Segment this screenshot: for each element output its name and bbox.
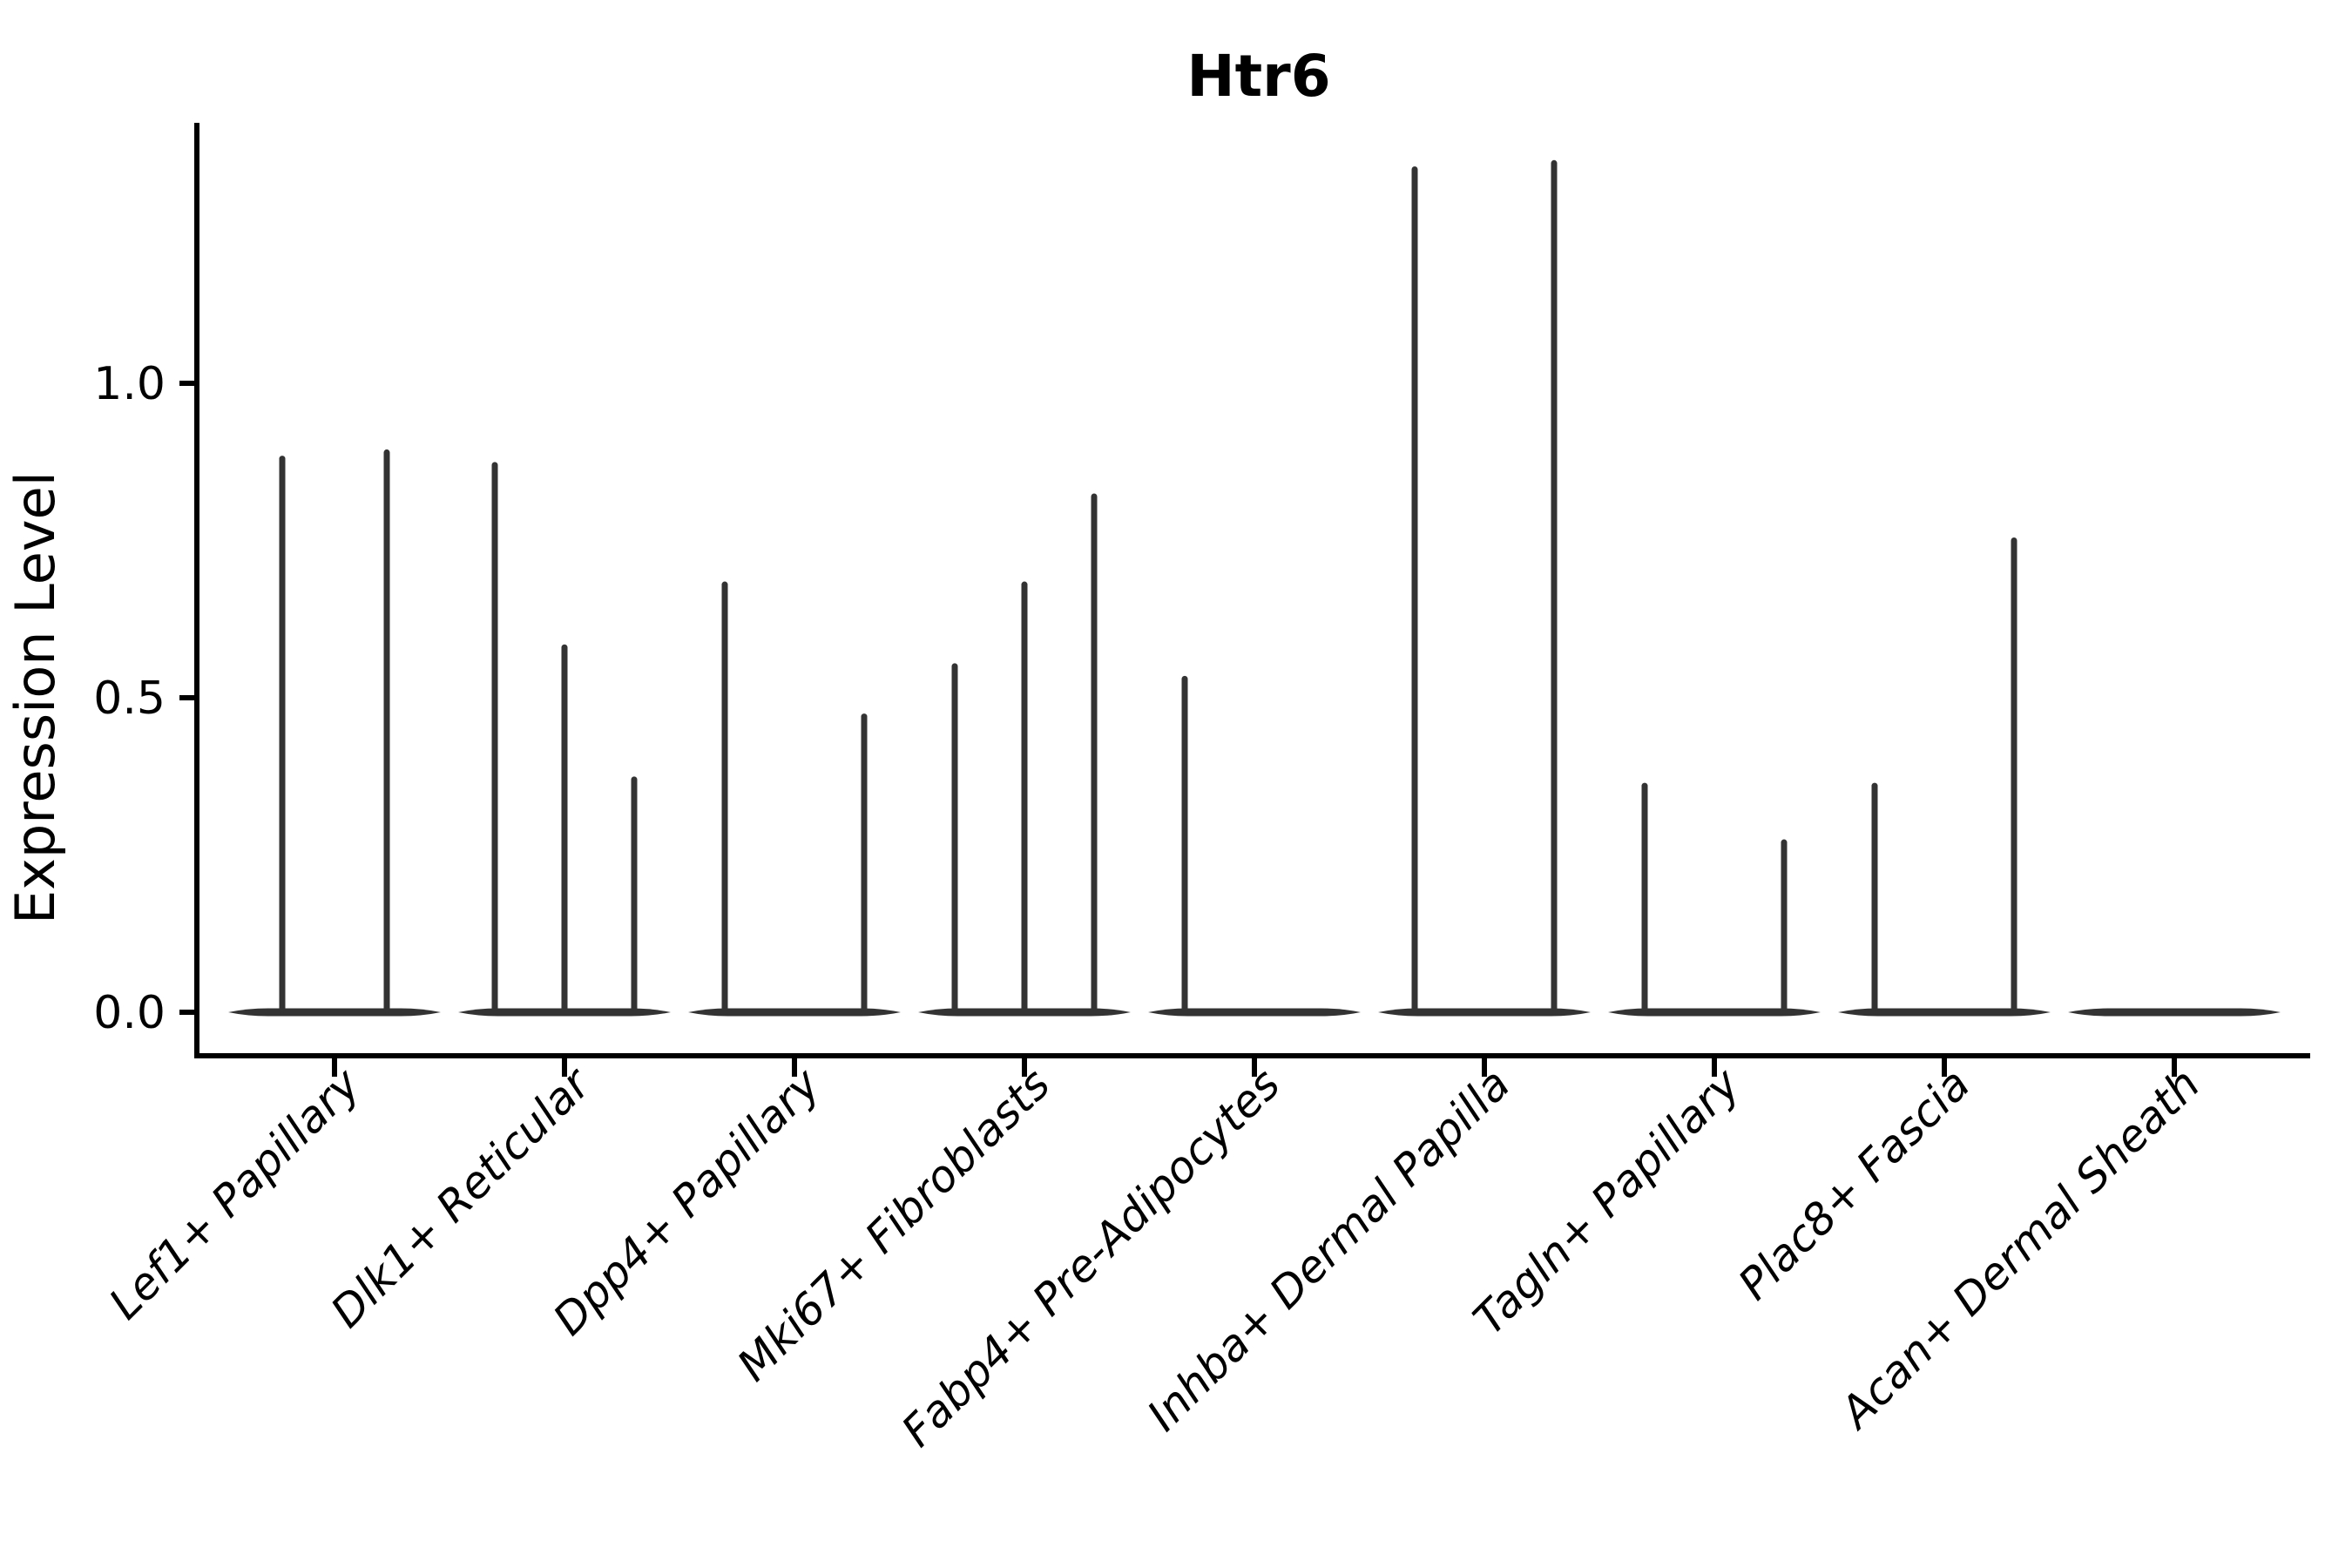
x-tick-label: Inhba+ Dermal Papilla — [1138, 1058, 1519, 1440]
violin-baseline — [1148, 1008, 1361, 1017]
violin-baseline — [1378, 1008, 1591, 1017]
y-axis-label: Expression Level — [3, 471, 67, 924]
chart-title: Htr6 — [1186, 43, 1330, 110]
y-tick-labels: 0.0 0.5 1.0 — [93, 358, 166, 1039]
y-tick-label: 0.0 — [93, 987, 166, 1039]
x-tick-label: Fabp4+ Pre-Adipocytes — [892, 1058, 1290, 1456]
x-tick-label: Plac8+ Fascia — [1729, 1058, 1980, 1309]
violin-baseline — [688, 1008, 901, 1017]
violin-baseline — [2068, 1008, 2281, 1017]
x-tick-label: Lef1+ Papillary — [99, 1058, 370, 1328]
violin-baseline — [1608, 1008, 1821, 1017]
violin-baseline — [1838, 1008, 2051, 1017]
axes — [179, 123, 2310, 1077]
y-tick-label: 1.0 — [93, 358, 166, 410]
violin-baseline — [228, 1008, 441, 1017]
violins — [228, 159, 2281, 1017]
y-tick-label: 0.5 — [93, 672, 166, 725]
